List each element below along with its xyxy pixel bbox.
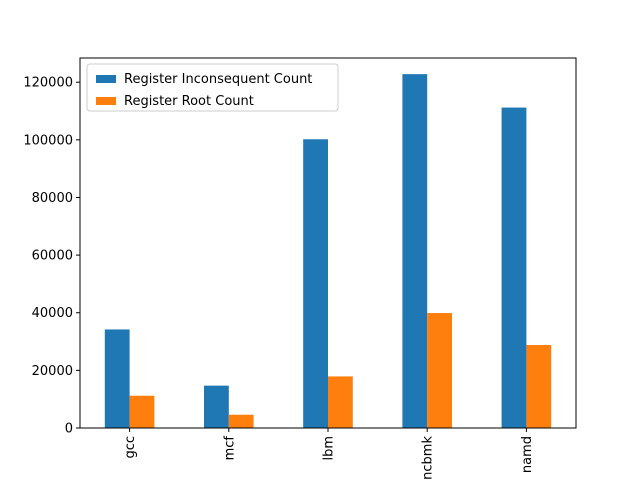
y-tick-label: 20000 bbox=[32, 364, 73, 379]
y-tick-label: 120000 bbox=[23, 76, 73, 91]
y-axis: 0 20000 40000 60000 80000 100000 120000 bbox=[23, 76, 80, 437]
y-tick-label: 40000 bbox=[32, 306, 73, 321]
x-tick-label: namd bbox=[520, 436, 535, 473]
legend: Register Inconsequent Count Register Root… bbox=[86, 63, 339, 112]
bar-lbm-root bbox=[328, 376, 353, 428]
x-tick-label: gcc bbox=[123, 436, 138, 459]
y-tick-label: 80000 bbox=[32, 191, 73, 206]
bar-mcf-inconsequent bbox=[204, 385, 229, 428]
x-tick-label: xalancbmk bbox=[421, 436, 436, 480]
legend-swatch bbox=[96, 97, 116, 105]
bar-mcf-root bbox=[228, 414, 254, 428]
legend-label: Register Inconsequent Count bbox=[124, 72, 312, 87]
y-tick-label: 0 bbox=[65, 422, 73, 437]
bar-namd-inconsequent bbox=[501, 107, 527, 428]
bar-gcc-inconsequent bbox=[104, 329, 130, 428]
bar-lbm-inconsequent bbox=[303, 139, 328, 428]
bar-xalancbmk-inconsequent bbox=[402, 74, 428, 428]
plot-frame bbox=[79, 57, 577, 429]
x-tick-label: mcf bbox=[222, 436, 237, 461]
bars-group bbox=[104, 74, 552, 428]
bar-gcc-root bbox=[129, 395, 155, 428]
bar-namd-root bbox=[526, 345, 552, 428]
legend-swatch bbox=[96, 75, 116, 83]
legend-box bbox=[86, 63, 339, 112]
legend-label: Register Root Count bbox=[124, 94, 254, 109]
bar-xalancbmk-root bbox=[427, 313, 452, 428]
x-tick-label: lbm bbox=[322, 436, 337, 461]
y-tick-label: 100000 bbox=[23, 133, 73, 148]
x-axis: gcc mcf lbm xalancbmk namd bbox=[123, 428, 535, 485]
y-tick-label: 60000 bbox=[32, 249, 73, 264]
